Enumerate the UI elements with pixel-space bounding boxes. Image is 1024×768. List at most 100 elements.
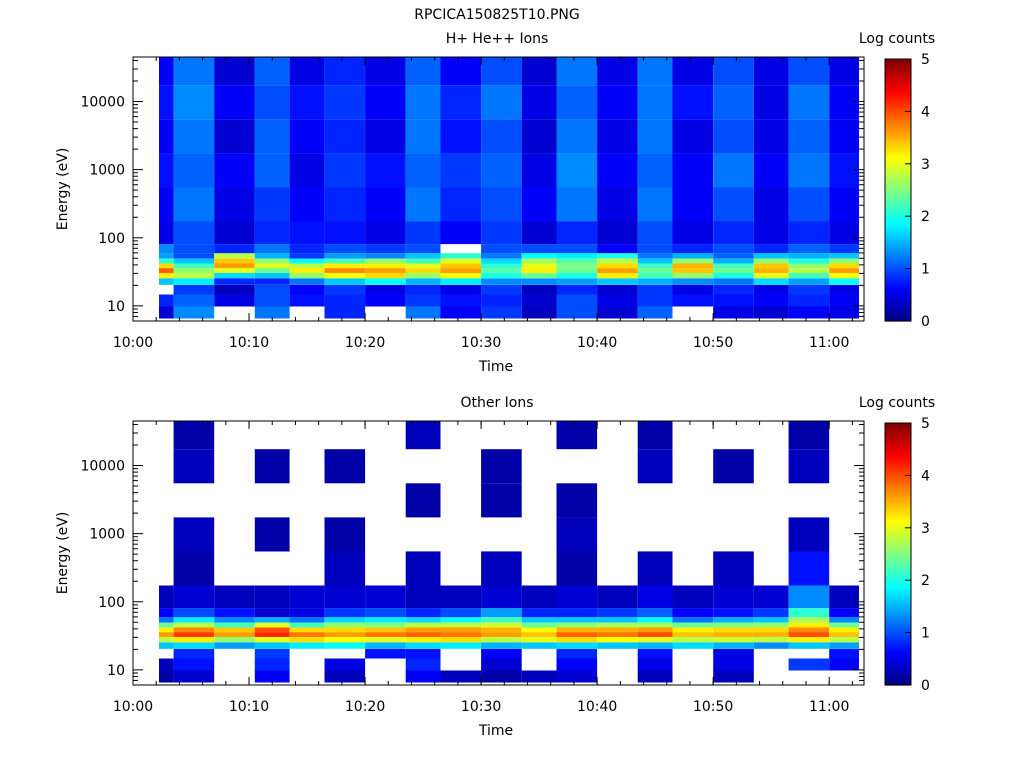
heatmap-cell: [597, 617, 638, 623]
heatmap-cell: [788, 258, 830, 264]
heatmap-cell: [597, 284, 638, 295]
heatmap-cell: [173, 632, 215, 637]
colorbar-segment: [885, 428, 911, 432]
heatmap-cell: [254, 57, 290, 86]
x-tick-label: 10:30: [461, 335, 501, 351]
heatmap-cell: [672, 284, 714, 295]
heatmap-cell: [788, 658, 830, 671]
heatmap-cell: [365, 632, 406, 637]
colorbar-segment: [885, 297, 911, 301]
colorbar-segment: [885, 263, 911, 267]
heatmap-cell: [481, 284, 522, 295]
heatmap-cell: [556, 268, 598, 273]
heatmap-cell: [597, 221, 638, 245]
heatmap-cell: [405, 608, 441, 618]
heatmap-cell: [440, 258, 482, 264]
heatmap-cell: [672, 632, 714, 637]
heatmap-cell: [159, 258, 174, 264]
heatmap-cell: [753, 585, 789, 609]
heatmap-cell: [521, 306, 557, 319]
heatmap-cell: [753, 258, 789, 264]
heatmap-cell: [637, 57, 673, 86]
heatmap-cell: [159, 608, 174, 618]
colorbar-segment: [885, 305, 911, 309]
heatmap-cell: [713, 284, 754, 295]
colorbar-segment: [885, 546, 911, 550]
heatmap-cell: [788, 306, 830, 319]
heatmap-cell: [713, 551, 754, 586]
x-tick-label: 10:40: [577, 335, 617, 351]
heatmap-cell: [753, 119, 789, 154]
heatmap-cell: [672, 608, 714, 618]
heatmap-cell: [829, 244, 859, 254]
heatmap-cell: [173, 253, 215, 259]
heatmap-cell: [289, 119, 325, 154]
heatmap-cell: [405, 294, 441, 307]
colorbar-label-h-he: Log counts: [859, 31, 935, 47]
colorbar-segment: [885, 577, 911, 581]
colorbar-segment: [885, 192, 911, 196]
heatmap-cell: [597, 268, 638, 273]
heatmap-cell: [753, 632, 789, 637]
heatmap-cell: [637, 551, 673, 586]
heatmap-cell: [713, 622, 754, 628]
heatmap-cell: [159, 658, 174, 671]
heatmap-cell: [440, 119, 482, 154]
heatmap-cell: [481, 306, 522, 319]
heatmap-cell: [788, 284, 830, 295]
heatmap-cell: [788, 153, 830, 188]
heatmap-cell: [440, 627, 482, 633]
heatmap-cell: [405, 57, 441, 86]
heatmap-cell: [637, 268, 673, 273]
colorbar-segment: [885, 140, 911, 144]
heatmap-cell: [324, 244, 366, 254]
heatmap-cell: [159, 294, 174, 307]
heatmap-cell: [365, 617, 406, 623]
heatmap-cell: [254, 632, 290, 637]
heatmap-cell: [556, 642, 598, 649]
heatmap-cell: [788, 642, 830, 649]
heatmap-cell: [440, 637, 482, 643]
heatmap-cell: [713, 244, 754, 254]
heatmap-cell: [753, 608, 789, 618]
heatmap-cell: [324, 57, 366, 86]
colorbar-tick-label: 1: [921, 262, 930, 278]
x-tick-label: 10:20: [345, 699, 385, 715]
heatmap-cell: [788, 421, 830, 450]
heatmap-cell: [829, 622, 859, 628]
heatmap-cell: [753, 306, 789, 319]
heatmap-cell: [672, 258, 714, 264]
heatmap-cell: [829, 268, 859, 273]
heatmap-cell: [254, 306, 290, 319]
colorbar-segment: [885, 179, 911, 183]
heatmap-cell: [672, 85, 714, 120]
colorbar-segment: [885, 72, 911, 76]
panel-title-other: Other Ions: [460, 395, 533, 411]
heatmap-cell: [289, 273, 325, 279]
colorbar-segment: [885, 423, 911, 427]
heatmap-cell: [289, 244, 325, 254]
heatmap-cell: [405, 244, 441, 254]
colorbar-segment: [885, 430, 911, 435]
colorbar-segment: [885, 174, 911, 178]
heatmap-cell: [173, 551, 215, 586]
heatmap-cell: [173, 517, 215, 552]
heatmap-cell: [713, 294, 754, 307]
heatmap-cell: [556, 244, 598, 254]
heatmap-cell: [173, 284, 215, 295]
heatmap-cell: [713, 119, 754, 154]
heatmap-cell: [637, 632, 673, 637]
y-tick-label: 10: [107, 663, 125, 679]
heatmap-cell: [788, 551, 830, 586]
heatmap-cell: [214, 278, 255, 285]
heatmap-cell: [405, 221, 441, 245]
colorbar-segment: [885, 294, 911, 299]
heatmap-cell: [556, 153, 598, 188]
y-tick-label: 10000: [80, 95, 125, 111]
heatmap-cell: [440, 273, 482, 279]
heatmap-cell: [597, 306, 638, 319]
heatmap-cell: [829, 284, 859, 295]
colorbar-segment: [885, 485, 911, 490]
heatmap-cell: [521, 273, 557, 279]
heatmap-cell: [365, 258, 406, 264]
